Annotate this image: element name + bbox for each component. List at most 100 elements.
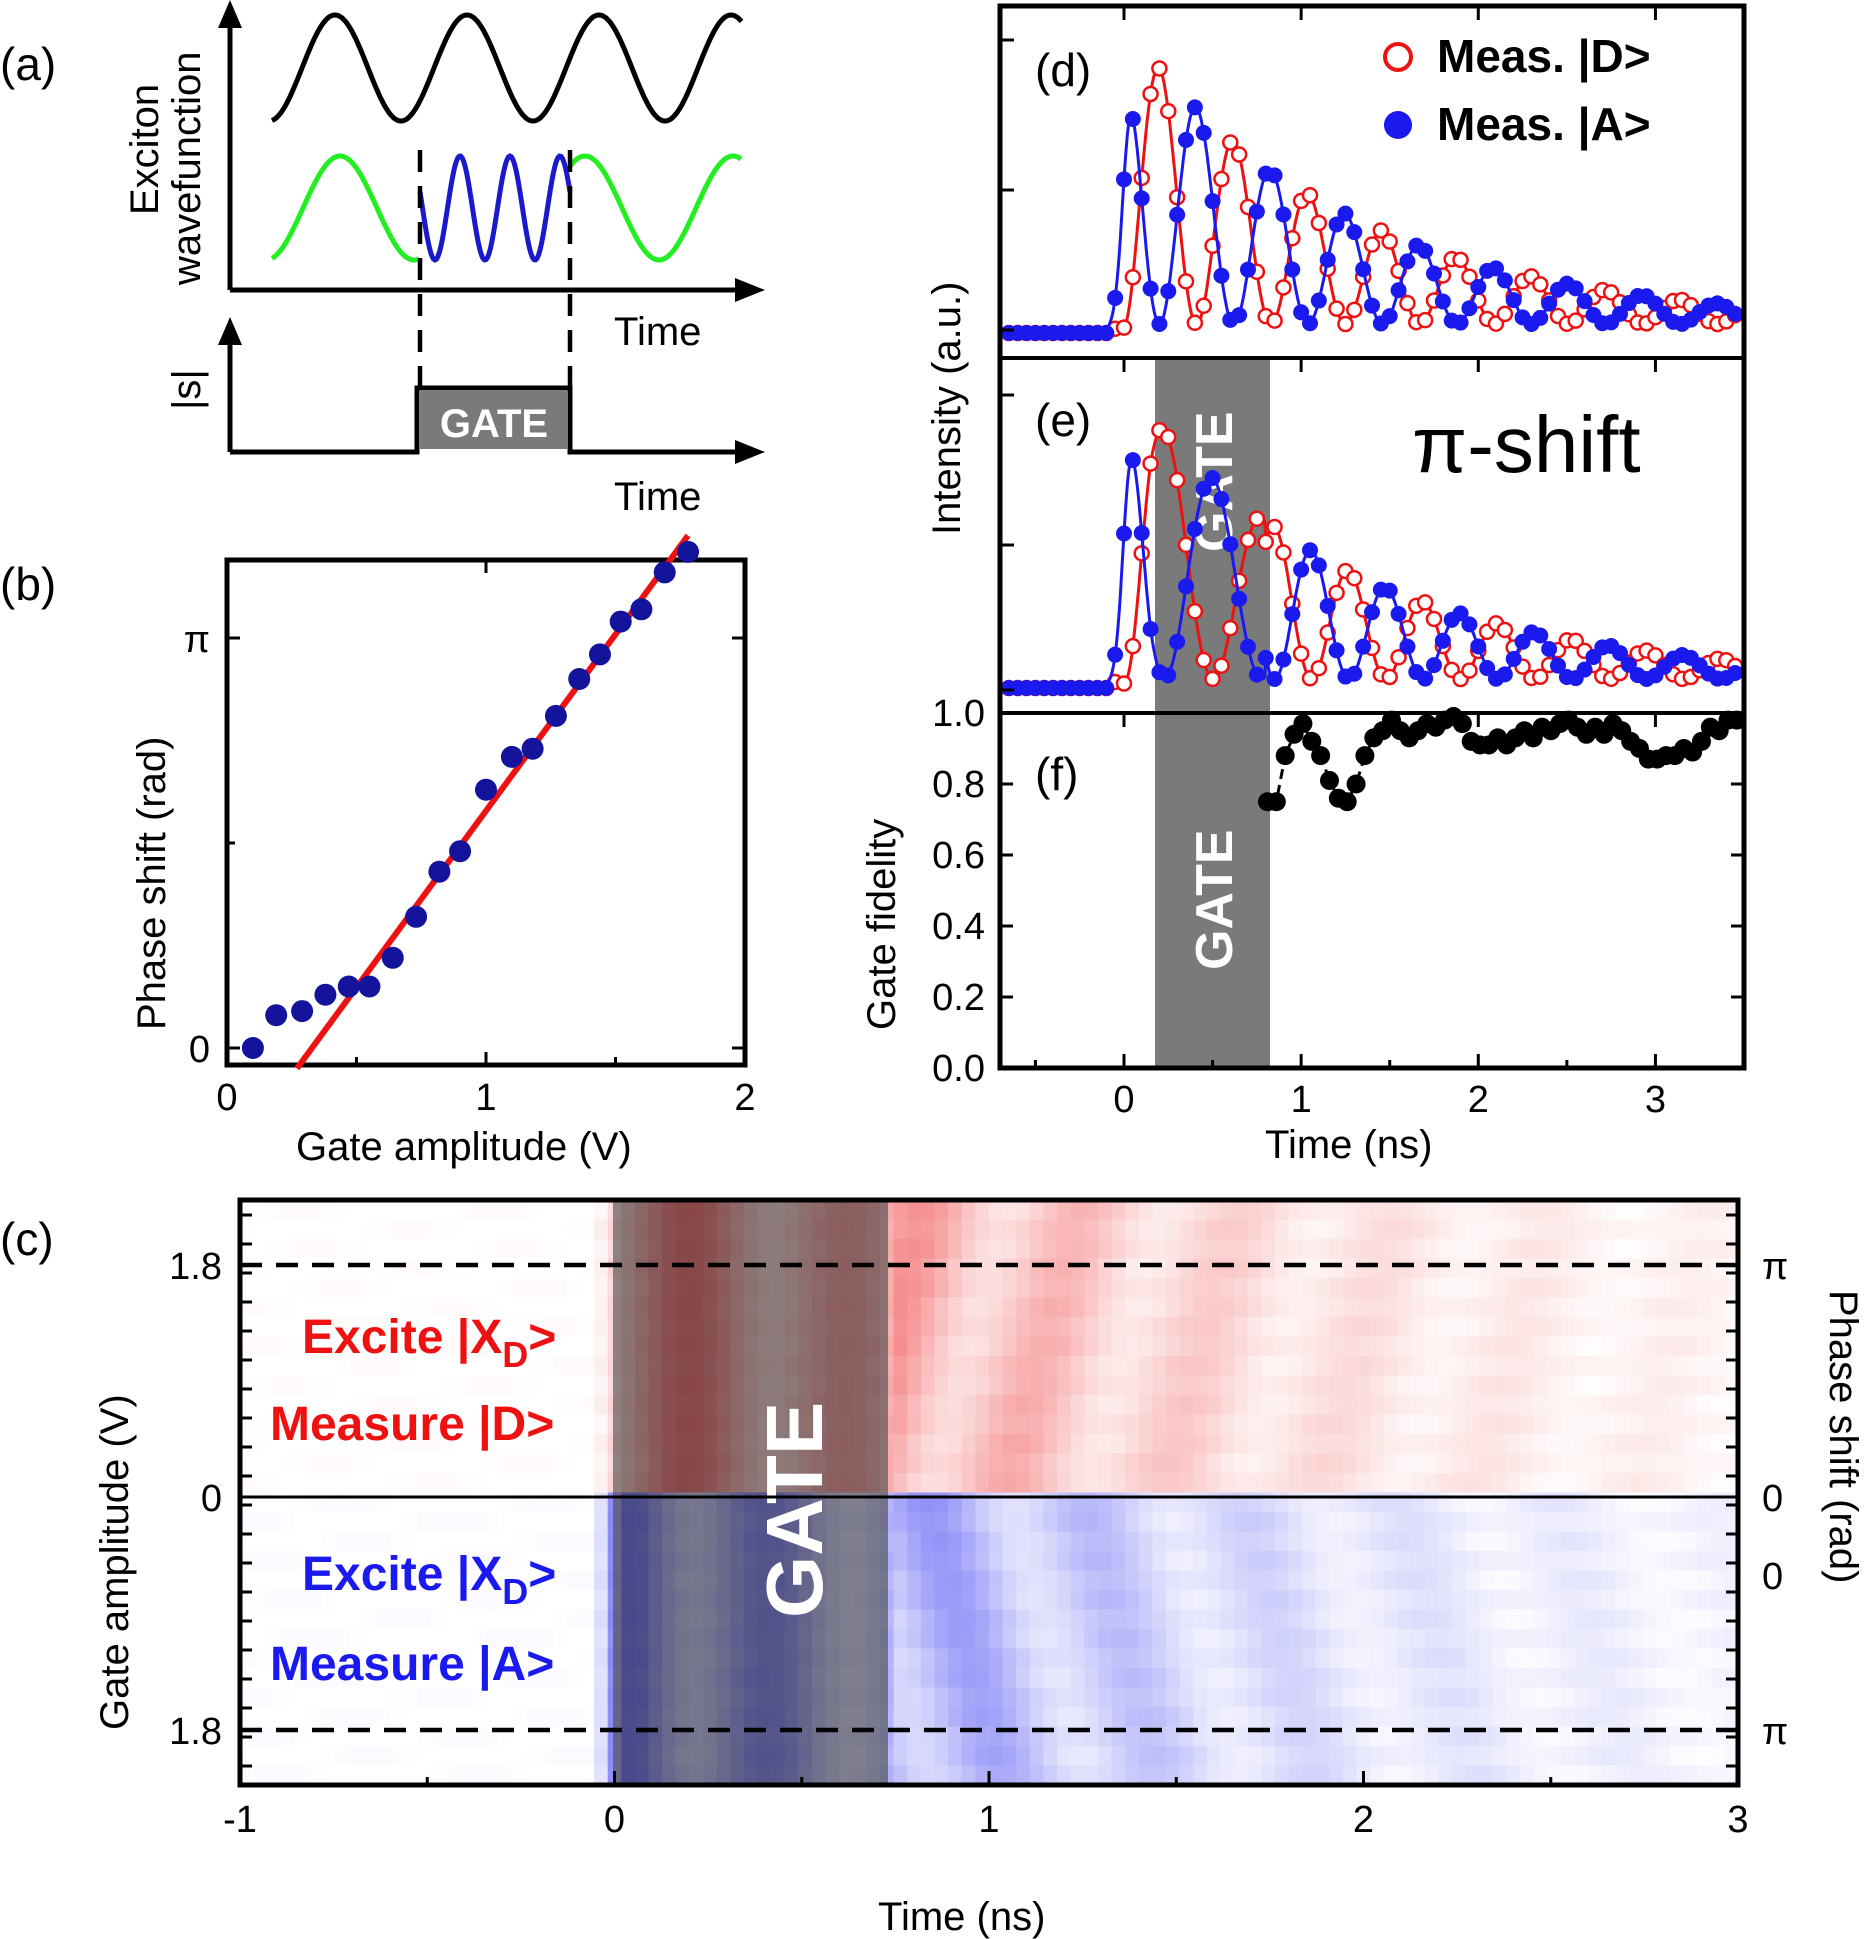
heatmap-cell [1411,1531,1426,1552]
heatmap-cell [1261,1473,1276,1494]
heatmap-cell [267,1336,282,1357]
heatmap-cell [1070,1570,1085,1591]
heatmap-cell [1520,1765,1535,1785]
heatmap-cell [566,1356,582,1377]
heatmap-cell [1343,1356,1358,1377]
heatmap-cell [1111,1707,1126,1728]
heatmap-cell [1029,1356,1045,1377]
panel-e-meas-a-point [1576,661,1593,678]
heatmap-cell [989,1668,1004,1689]
heatmap-cell [1438,1551,1453,1572]
heatmap-cell [253,1375,268,1396]
heatmap-cell [1683,1629,1698,1650]
heatmap-cell [1043,1668,1058,1689]
heatmap-cell [348,1453,364,1474]
heatmap-cell [1588,1609,1603,1630]
heatmap-cell [1057,1687,1072,1708]
heatmap-cell [1520,1239,1535,1260]
heatmap-cell [1206,1570,1222,1591]
heatmap-cell [1206,1668,1222,1689]
heatmap-cell [580,1356,595,1377]
heatmap-cell [893,1629,908,1650]
heatmap-cell [566,1512,582,1533]
heatmap-cell [417,1375,432,1396]
panel-e-meas-a-point [1496,666,1513,683]
heatmap-cell [1016,1551,1031,1572]
heatmap-cell [1533,1668,1548,1689]
heatmap-cell [485,1648,500,1669]
heatmap-cell [1029,1258,1045,1279]
heatmap-cell [893,1765,908,1785]
heatmap-cell [389,1765,405,1785]
heatmap-cell [1452,1258,1467,1279]
heatmap-cell [1084,1200,1099,1221]
heatmap-cell [1329,1336,1344,1357]
heatmap-cell [1166,1746,1181,1767]
panel-d-meas-a-point [1470,278,1487,295]
heatmap-cell [335,1395,350,1416]
heatmap-cell [1356,1512,1371,1533]
heatmap-cell [907,1219,922,1240]
heatmap-cell [1206,1609,1222,1630]
heatmap-cell [1588,1590,1603,1611]
heatmap-cell [1560,1648,1576,1669]
heatmap-cell [1710,1317,1725,1338]
panel-d-meas-d-point [1363,236,1381,253]
heatmap-cell [1097,1453,1113,1474]
heatmap-cell [907,1473,922,1494]
heatmap-cell [553,1258,568,1279]
panel-d-meas-a-point [1169,206,1186,223]
heatmap-cell [1533,1551,1548,1572]
heatmap-cell [1506,1765,1521,1785]
heatmap-cell [1506,1687,1521,1708]
heatmap-cell [1383,1434,1399,1455]
heatmap-cell [430,1258,445,1279]
heatmap-cell [1166,1219,1181,1240]
heatmap-cell [1084,1765,1099,1785]
heatmap-cell [566,1551,582,1572]
panel-d-meas-d-point [1177,273,1195,290]
panel-d-meas-d-point [1346,301,1363,319]
heatmap-cell [321,1336,336,1357]
heatmap-cell [580,1512,595,1533]
heatmap-cell [1370,1473,1385,1494]
heatmap-cell [1138,1570,1154,1591]
heatmap-cell [1588,1551,1603,1572]
heatmap-cell [308,1395,323,1416]
heatmap-cell [1533,1473,1548,1494]
heatmap-cell [1588,1648,1603,1669]
heatmap-cell [1043,1336,1058,1357]
heatmap-cell [430,1278,445,1299]
heatmap-cell [1574,1200,1589,1221]
heatmap-cell [1274,1531,1290,1552]
heatmap-cell [1615,1629,1630,1650]
heatmap-cell [1261,1648,1276,1669]
heatmap-cell [525,1629,541,1650]
heatmap-cell [1070,1356,1085,1377]
panel-d-meas-d-point [1399,294,1416,312]
heatmap-cell [1343,1629,1358,1650]
heatmap-cell [348,1258,364,1279]
heatmap-cell [1274,1395,1290,1416]
heatmap-cell [1683,1414,1698,1435]
heatmap-cell [430,1570,445,1591]
heatmap-cell [430,1317,445,1338]
heatmap-cell [1370,1746,1385,1767]
heatmap-cell [389,1453,405,1474]
heatmap-cell [362,1687,377,1708]
heatmap-cell [1411,1297,1426,1318]
heatmap-cell [1329,1746,1344,1767]
heatmap-cell [444,1707,459,1728]
heatmap-cell [1601,1356,1617,1377]
heatmap-cell [1506,1200,1521,1221]
heatmap-cell [1615,1473,1630,1494]
heatmap-cell [1111,1297,1126,1318]
heatmap-cell [1697,1453,1712,1474]
heatmap-cell [1615,1356,1630,1377]
heatmap-cell [430,1434,445,1455]
heatmap-cell [1629,1668,1644,1689]
heatmap-cell [1247,1609,1262,1630]
heatmap-cell [1125,1668,1140,1689]
heatmap-cell [1043,1317,1058,1338]
heatmap-cell [1397,1531,1412,1552]
